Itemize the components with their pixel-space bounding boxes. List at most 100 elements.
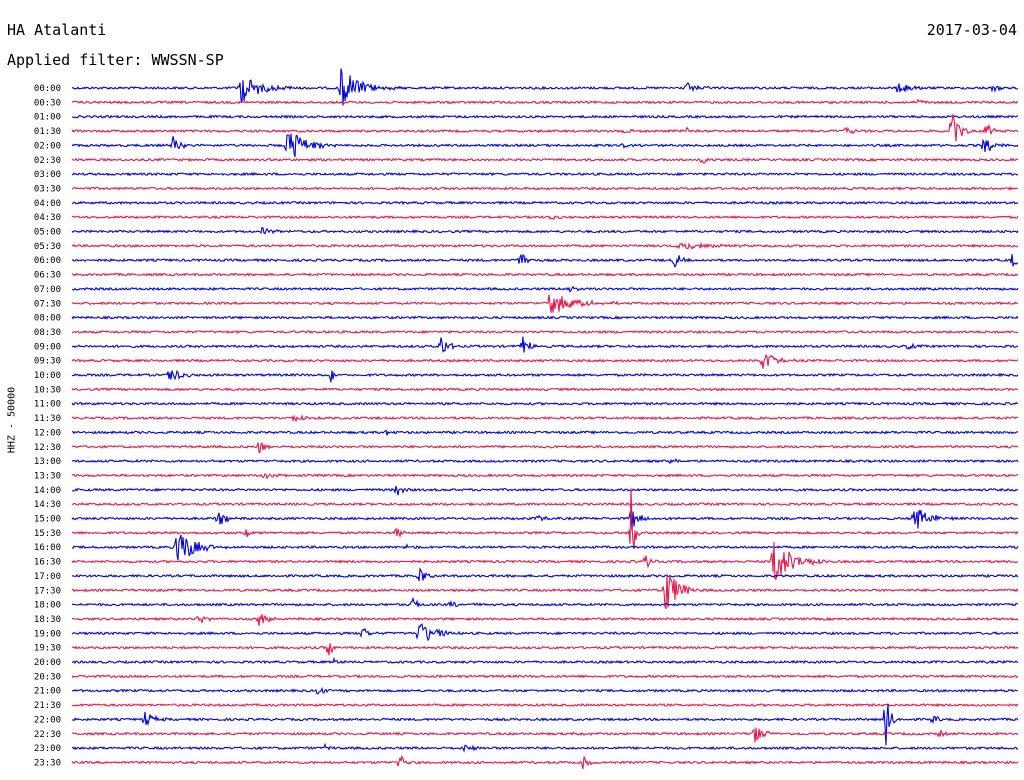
trace-line-1630 [71,541,1019,580]
trace-line-0200 [71,133,1019,158]
trace-line-1000 [71,369,1019,383]
trace-line-0300 [71,171,1018,177]
row-time-label: 15:00 [34,515,61,525]
row-time-label: 00:00 [34,84,61,94]
trace-line-1300 [71,458,1019,465]
trace-line-1030 [71,387,1019,392]
row-time-label: 03:00 [34,170,61,180]
trace-line-0530 [71,241,1019,250]
row-time-label: 11:00 [34,400,61,410]
trace-line-0000 [71,68,1019,106]
row-time-label: 11:30 [34,414,61,424]
row-time-label: 22:30 [34,730,61,740]
trace-line-1830 [72,614,1019,626]
filter-subtitle: Applied filter: WWSSN-SP [7,51,224,69]
row-time-label: 18:30 [34,615,61,625]
row-time-label: 01:30 [34,127,61,137]
row-time-label: 18:00 [34,601,61,611]
row-time-label: 21:00 [34,687,61,697]
row-time-label: 10:00 [34,371,61,381]
trace-line-1130 [71,414,1019,423]
trace-line-1600 [72,534,1019,561]
row-time-label: 21:30 [34,701,61,711]
trace-line-0730 [72,294,1019,313]
row-time-label: 12:30 [34,443,61,453]
trace-line-0430 [71,214,1019,221]
trace-line-0630 [71,272,1019,277]
row-time-label: 23:30 [34,758,61,768]
trace-line-1930 [71,643,1019,656]
row-time-label: 16:30 [34,558,61,568]
row-time-label: 09:30 [34,357,61,367]
row-time-label: 14:00 [34,486,61,496]
row-time-label: 05:30 [34,242,61,252]
row-time-label: 00:30 [34,98,61,108]
trace-line-1900 [71,623,1019,642]
trace-line-2230 [71,727,1019,743]
station-title: HA Atalanti [7,21,107,39]
row-time-label: 03:30 [34,184,61,194]
row-time-label: 09:00 [34,342,61,352]
row-time-label: 13:30 [34,471,61,481]
row-time-label: 22:00 [34,715,61,725]
trace-line-2000 [71,656,1019,665]
trace-line-1530 [71,488,1019,548]
date-label: 2017-03-04 [926,21,1017,39]
trace-line-1430 [71,501,1019,507]
trace-line-2130 [71,702,1019,708]
row-time-label: 10:30 [34,385,61,395]
trace-line-2330 [71,754,1019,770]
trace-line-0930 [71,353,1019,369]
trace-line-2300 [71,742,1019,753]
row-time-label: 13:00 [34,457,61,467]
trace-line-1800 [71,596,1019,608]
row-time-label: 17:30 [34,586,61,596]
trace-line-0030 [71,98,1019,105]
row-time-label: 19:30 [34,644,61,654]
trace-line-0400 [71,200,1019,206]
trace-line-0330 [71,186,1019,191]
row-time-label: 19:00 [34,629,61,639]
row-time-label: 16:00 [34,543,61,553]
trace-line-0130 [71,114,1019,142]
trace-line-0600 [71,253,1019,269]
trace-line-1400 [71,485,1019,496]
row-time-label: 01:00 [34,113,61,123]
trace-line-1230 [71,442,1018,454]
row-time-label: 08:00 [34,314,61,324]
row-time-label: 08:30 [34,328,61,338]
row-time-label: 15:30 [34,529,61,539]
row-time-label: 07:00 [34,285,61,295]
row-time-label: 23:00 [34,744,61,754]
row-time-label: 04:30 [34,213,61,223]
row-time-label: 06:00 [34,256,61,266]
trace-line-2030 [71,674,1019,679]
trace-line-1100 [71,401,1019,407]
row-time-label: 05:00 [34,228,61,238]
row-time-label: 06:30 [34,271,61,281]
trace-line-1330 [71,472,1019,480]
row-time-label: 02:00 [34,141,61,151]
trace-line-1500 [71,509,1019,531]
trace-line-0900 [71,336,1019,354]
trace-line-0830 [72,329,1019,335]
row-time-label: 20:00 [34,658,61,668]
trace-line-0500 [71,226,1019,235]
trace-line-1700 [71,567,1019,582]
row-time-label: 04:00 [34,199,61,209]
trace-line-2200 [71,704,1019,746]
row-time-label: 20:30 [34,672,61,682]
trace-line-0100 [72,114,1019,120]
row-time-label: 14:30 [34,500,61,510]
trace-line-2100 [71,686,1019,695]
trace-line-0800 [71,315,1019,320]
row-time-label: 12:00 [34,428,61,438]
trace-line-1200 [71,429,1019,436]
trace-line-0700 [71,285,1019,293]
row-time-label: 07:30 [34,299,61,309]
trace-line-1730 [72,575,1019,610]
row-time-label: 17:00 [34,572,61,582]
row-time-label: 02:30 [34,156,61,166]
